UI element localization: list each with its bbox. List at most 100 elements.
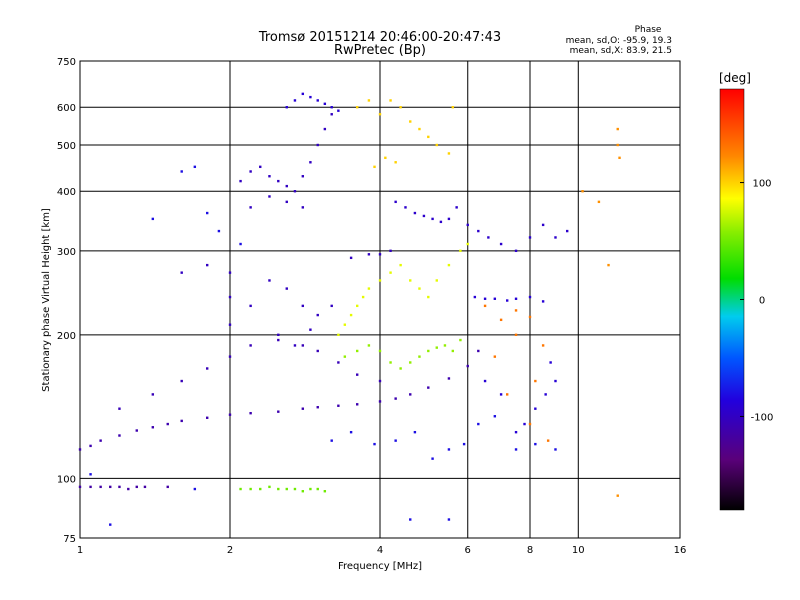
- data-point: [316, 406, 319, 409]
- data-point: [451, 349, 455, 353]
- data-point: [367, 287, 371, 290]
- colorbar-label: [deg]: [719, 71, 751, 85]
- data-point: [544, 393, 547, 396]
- data-point: [166, 485, 169, 489]
- data-point: [151, 393, 155, 396]
- chart-subtitle: RwPretec (Bp): [334, 43, 426, 58]
- data-point: [337, 404, 340, 407]
- data-point: [389, 361, 392, 364]
- x-tick-label: 2: [227, 545, 233, 556]
- data-point: [541, 223, 545, 227]
- data-point: [541, 300, 545, 303]
- data-point: [618, 156, 621, 160]
- x-tick-label: 10: [572, 545, 585, 556]
- data-point: [337, 361, 340, 364]
- data-point: [554, 236, 557, 239]
- data-point: [493, 355, 497, 358]
- y-tick-label: 400: [57, 187, 76, 198]
- data-point: [409, 518, 412, 521]
- data-point: [316, 99, 319, 102]
- data-point: [373, 165, 376, 169]
- data-point: [285, 106, 288, 109]
- data-point: [89, 444, 92, 448]
- data-point: [228, 355, 232, 358]
- data-point: [330, 113, 333, 116]
- data-point: [337, 333, 340, 337]
- data-point: [99, 485, 102, 489]
- data-point: [554, 379, 557, 383]
- data-point: [355, 403, 359, 406]
- data-point: [180, 170, 183, 173]
- data-point: [616, 143, 619, 147]
- y-tick-label: 200: [57, 331, 76, 342]
- data-point: [151, 426, 155, 429]
- data-point: [514, 333, 518, 337]
- data-point: [466, 223, 469, 227]
- data-point: [447, 448, 451, 451]
- stats-line-o: mean, sd,O: -95.9, 19.3: [566, 36, 672, 46]
- data-point: [118, 434, 121, 437]
- data-point: [309, 487, 312, 491]
- data-point: [378, 113, 382, 116]
- data-point: [349, 430, 353, 434]
- data-point: [418, 355, 421, 358]
- data-point: [394, 439, 397, 442]
- data-point: [301, 206, 305, 209]
- data-point: [268, 279, 271, 282]
- data-point: [409, 120, 412, 123]
- data-point: [337, 109, 340, 112]
- data-point: [355, 106, 359, 109]
- data-point: [384, 156, 387, 160]
- data-point: [477, 349, 480, 353]
- data-point: [473, 295, 477, 299]
- data-point: [217, 229, 221, 233]
- data-point: [418, 287, 421, 290]
- data-point: [367, 344, 371, 347]
- data-point: [180, 271, 183, 274]
- data-point: [127, 487, 130, 491]
- data-point: [389, 271, 392, 274]
- data-point: [249, 411, 252, 415]
- y-tick-label: 300: [57, 247, 76, 258]
- y-tick-label: 600: [57, 103, 76, 114]
- data-point: [301, 304, 305, 308]
- data-point: [143, 485, 147, 489]
- data-point: [349, 313, 353, 317]
- data-point: [455, 206, 458, 209]
- data-point: [293, 190, 297, 193]
- data-point: [301, 407, 305, 410]
- data-point: [109, 523, 112, 526]
- chart-title: Tromsø 20151214 20:46:00-20:47:43: [258, 30, 501, 45]
- data-point: [389, 249, 392, 253]
- data-point: [435, 346, 438, 349]
- data-point: [581, 190, 584, 193]
- data-point: [330, 439, 333, 442]
- data-point: [378, 349, 382, 353]
- data-point: [249, 206, 252, 209]
- data-point: [435, 143, 438, 147]
- data-point: [367, 253, 371, 256]
- data-point: [378, 253, 382, 256]
- data-point: [205, 263, 209, 267]
- data-point: [239, 179, 242, 183]
- data-point: [78, 485, 82, 489]
- data-point: [607, 263, 610, 267]
- data-point: [293, 99, 297, 102]
- x-tick-label: 6: [465, 545, 471, 556]
- data-point: [616, 494, 619, 497]
- data-point: [514, 430, 518, 434]
- data-point: [483, 304, 487, 308]
- data-point: [399, 106, 402, 109]
- data-point: [477, 229, 480, 233]
- data-point: [268, 175, 271, 178]
- y-tick-label: 100: [57, 474, 76, 485]
- data-point: [528, 315, 532, 319]
- data-point: [277, 338, 280, 342]
- data-point: [409, 393, 412, 396]
- data-point: [239, 487, 242, 491]
- data-point: [534, 442, 537, 446]
- data-point: [193, 487, 197, 491]
- data-point: [447, 377, 451, 380]
- colorbar-tick-label: 0: [759, 296, 765, 307]
- data-point: [330, 304, 333, 308]
